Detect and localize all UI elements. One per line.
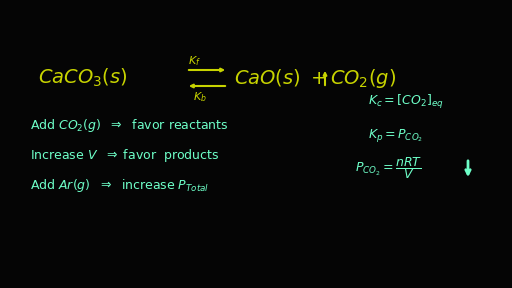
Text: $P_{CO_2} = \dfrac{nRT}{V}$: $P_{CO_2} = \dfrac{nRT}{V}$ [355,155,422,181]
Text: $K_c = [CO_2]_{eq}$: $K_c = [CO_2]_{eq}$ [368,93,444,111]
Text: Add $Ar(g)$  $\Rightarrow$  increase $P_{Total}$: Add $Ar(g)$ $\Rightarrow$ increase $P_{T… [30,177,209,194]
Text: Increase $V$  $\Rightarrow$ favor  products: Increase $V$ $\Rightarrow$ favor product… [30,147,220,164]
Text: $+$: $+$ [310,69,326,88]
Text: $CO_2(g)$: $CO_2(g)$ [330,67,396,90]
Text: $K_f$: $K_f$ [188,54,201,68]
Text: $K_b$: $K_b$ [193,90,207,104]
Text: $CaCO_3(s)$: $CaCO_3(s)$ [38,67,127,89]
Text: $CaO(s)$: $CaO(s)$ [234,67,301,88]
Text: $K_p = P_{CO_2}$: $K_p = P_{CO_2}$ [368,128,423,145]
Text: Add $CO_2(g)$  $\Rightarrow$  favor reactants: Add $CO_2(g)$ $\Rightarrow$ favor reacta… [30,117,229,134]
